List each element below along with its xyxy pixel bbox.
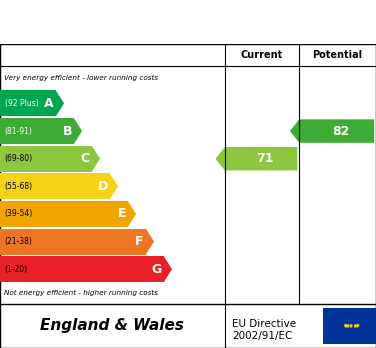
Text: ★: ★ [343,324,348,329]
Polygon shape [92,146,100,172]
Text: ★: ★ [349,324,353,329]
Text: (55-68): (55-68) [5,182,33,191]
Text: A: A [44,97,54,110]
Polygon shape [146,229,154,255]
Polygon shape [164,256,172,282]
Text: Current: Current [241,50,283,60]
Bar [323,308,376,343]
Text: ★: ★ [343,323,348,328]
Text: (69-80): (69-80) [5,154,33,163]
Text: ★: ★ [353,324,357,329]
Text: EU Directive: EU Directive [232,319,297,329]
Text: C: C [81,152,90,165]
Text: England & Wales: England & Wales [41,318,184,333]
Text: Potential: Potential [312,50,363,60]
Text: (92 Plus): (92 Plus) [5,99,38,108]
Text: B: B [62,125,72,137]
Text: Very energy efficient - lower running costs: Very energy efficient - lower running co… [4,75,158,81]
Text: Energy Efficiency Rating: Energy Efficiency Rating [11,13,259,31]
Text: (39-54): (39-54) [5,209,33,219]
Text: (81-91): (81-91) [5,127,32,136]
Bar [0,118,74,144]
Text: G: G [152,263,162,276]
Text: ★: ★ [353,323,357,328]
Bar [0,256,164,282]
Polygon shape [56,90,64,117]
Text: ★: ★ [349,323,353,328]
Text: Not energy efficient - higher running costs: Not energy efficient - higher running co… [4,290,158,296]
Text: F: F [135,235,144,248]
Bar [0,173,110,199]
Polygon shape [128,201,136,227]
Polygon shape [215,147,297,171]
Text: ★: ★ [346,323,350,328]
Text: D: D [98,180,108,193]
Bar [0,201,128,227]
Text: ★: ★ [355,324,359,329]
Text: ★: ★ [356,323,360,329]
Polygon shape [74,118,82,144]
Text: (1-20): (1-20) [5,265,28,274]
Bar [0,146,92,172]
Text: ★: ★ [346,324,350,329]
Text: 82: 82 [332,125,349,137]
Text: ★: ★ [343,323,347,329]
Text: 71: 71 [256,152,274,165]
Text: E: E [117,207,126,221]
Text: (21-38): (21-38) [5,237,32,246]
Polygon shape [110,173,118,199]
Bar [0,229,146,255]
Text: ★: ★ [355,323,359,328]
Polygon shape [290,119,374,143]
Text: 2002/91/EC: 2002/91/EC [232,331,293,341]
Bar [0,90,56,117]
